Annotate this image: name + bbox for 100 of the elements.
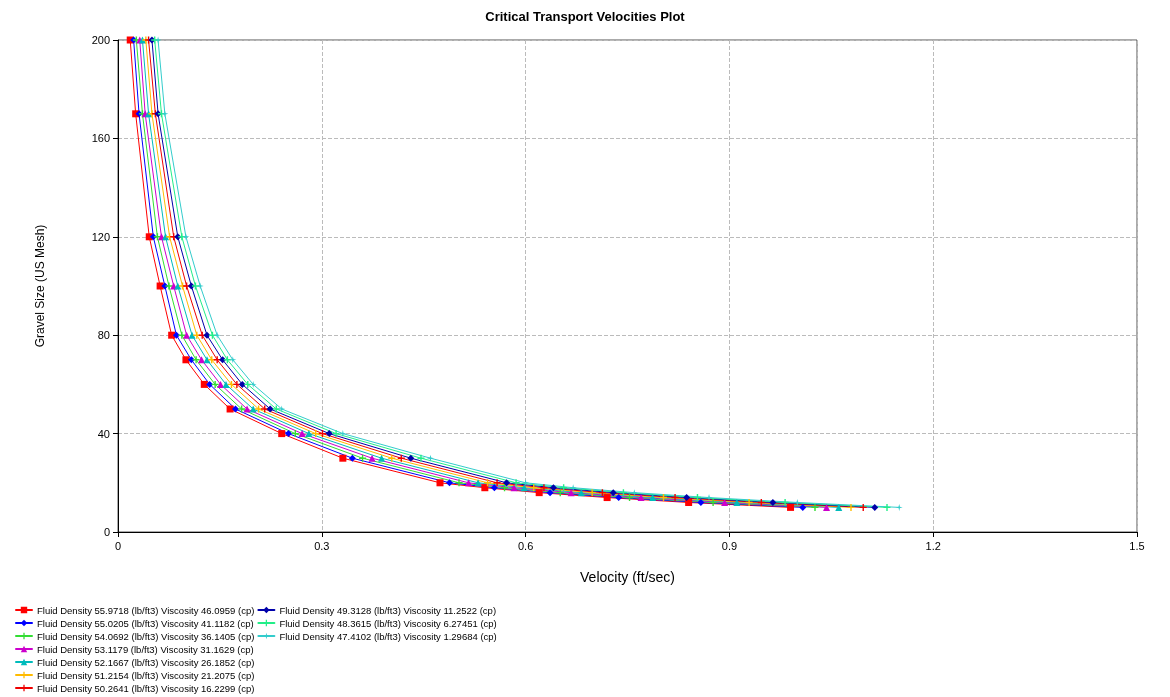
point: [637, 494, 645, 502]
point: [733, 498, 741, 506]
point: [172, 331, 180, 339]
point: [272, 405, 280, 413]
point: [871, 503, 879, 511]
point: [895, 503, 903, 511]
y-tick-label: 200: [91, 34, 110, 46]
point: [229, 356, 237, 364]
point: [417, 454, 425, 462]
point: [705, 494, 713, 502]
point: [238, 405, 246, 413]
point: [510, 484, 518, 492]
legend-label: Fluid Density 52.1667 (lb/ft3) Viscosity 26.1852 (cp): [37, 656, 255, 668]
x-tick-label: 0: [114, 539, 122, 552]
point: [255, 405, 263, 413]
y-tick-label: 40: [97, 427, 110, 440]
y-tick-label: 80: [97, 329, 110, 342]
point: [206, 380, 214, 388]
x-tick-label: 0.9: [721, 539, 738, 552]
point: [436, 479, 444, 487]
point: [278, 405, 286, 413]
point: [567, 489, 575, 497]
point: [503, 479, 511, 487]
point: [217, 380, 225, 388]
point: [332, 430, 340, 438]
point: [709, 498, 717, 506]
point: [203, 331, 211, 339]
point: [490, 484, 498, 492]
point: [603, 494, 611, 502]
point: [187, 356, 195, 364]
point: [835, 503, 843, 511]
point: [697, 498, 705, 506]
point: [249, 380, 257, 388]
point: [474, 479, 482, 487]
point: [233, 380, 241, 388]
point: [174, 282, 182, 290]
point: [226, 405, 234, 413]
point: [211, 380, 219, 388]
point: [249, 405, 257, 413]
point: [522, 479, 530, 487]
legend-label: Fluid Density 50.2641 (lb/ft3) Viscosity 16.2299 (cp): [37, 682, 255, 694]
point: [426, 454, 434, 462]
point: [348, 454, 356, 462]
point: [192, 356, 200, 364]
point: [465, 479, 473, 487]
point: [446, 479, 454, 487]
point: [219, 356, 227, 364]
point: [455, 479, 463, 487]
point: [512, 479, 520, 487]
x-tick-label: 0.3: [314, 539, 330, 552]
point: [799, 503, 807, 511]
point: [546, 489, 554, 497]
point: [481, 484, 489, 492]
point: [198, 356, 206, 364]
x-tick-label: 0.6: [517, 539, 534, 552]
point: [339, 430, 347, 438]
point: [493, 479, 501, 487]
point: [847, 503, 855, 511]
point: [540, 484, 548, 492]
legend-label: Fluid Density 54.0692 (lb/ft3) Viscosity 36.1405 (cp): [37, 630, 255, 642]
point: [745, 498, 753, 506]
point: [266, 405, 274, 413]
legend-label: Fluid Density 51.2154 (lb/ft3) Viscosity 21.2075 (cp): [37, 669, 255, 681]
point: [191, 282, 199, 290]
point: [781, 498, 789, 506]
point: [285, 430, 293, 438]
point: [378, 454, 386, 462]
point: [193, 331, 201, 339]
legend-label: Fluid Density 53.1179 (lb/ft3) Viscosity 31.1629 (cp): [37, 643, 254, 655]
legend-label: Fluid Density 55.0205 (lb/ft3) Viscosity 41.1182 (cp): [37, 617, 254, 629]
point: [407, 454, 415, 462]
point: [793, 498, 801, 506]
point: [183, 331, 191, 339]
x-tick-label: 1.2: [925, 539, 941, 552]
y-tick-label: 120: [91, 230, 110, 243]
point: [671, 494, 679, 502]
point: [222, 380, 230, 388]
point: [178, 331, 186, 339]
point: [261, 405, 269, 413]
x-axis-title: Velocity (ft/sec): [580, 569, 675, 585]
point: [609, 489, 617, 497]
point: [685, 498, 693, 506]
point: [649, 494, 657, 502]
point: [325, 430, 333, 438]
point: [305, 430, 313, 438]
point: [298, 430, 306, 438]
point: [615, 494, 623, 502]
point: [883, 503, 891, 511]
point: [811, 503, 819, 511]
point: [368, 454, 376, 462]
point: [339, 454, 347, 462]
chart-title: Critical Transport Velocities Plot: [485, 9, 686, 24]
legend-label: Fluid Density 49.3128 (lb/ft3) Viscosity 11.2522 (cp): [279, 604, 497, 616]
legend-label: Fluid Density 47.4102 (lb/ft3) Viscosity 1.29684 (cp): [279, 630, 497, 642]
point: [203, 356, 211, 364]
point: [588, 489, 596, 497]
point: [243, 405, 251, 413]
point: [178, 233, 186, 241]
point: [165, 282, 173, 290]
y-axis-title: Gravel Size (US Mesh): [33, 224, 47, 348]
